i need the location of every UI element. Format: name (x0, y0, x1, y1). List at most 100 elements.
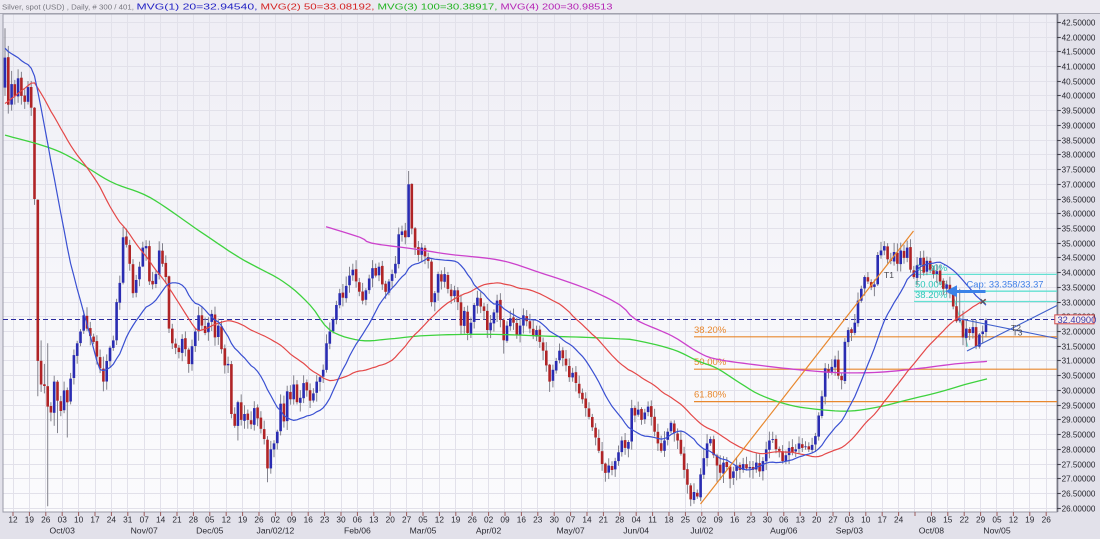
svg-text:19: 19 (238, 515, 248, 525)
svg-text:26: 26 (41, 515, 51, 525)
svg-text:26: 26 (254, 515, 264, 525)
svg-text:Jan/02/12: Jan/02/12 (257, 526, 295, 536)
svg-text:Jun/04: Jun/04 (623, 526, 649, 536)
svg-text:38.20%: 38.20% (694, 325, 727, 336)
svg-text:27: 27 (402, 515, 412, 525)
svg-text:40.50000: 40.50000 (1062, 77, 1096, 86)
svg-text:40.00000: 40.00000 (1062, 91, 1096, 100)
svg-text:42.00000: 42.00000 (1062, 33, 1096, 42)
svg-text:19: 19 (25, 515, 35, 525)
svg-text:30: 30 (550, 515, 560, 525)
svg-text:26.50000: 26.50000 (1062, 489, 1096, 498)
svg-text:24: 24 (894, 515, 904, 525)
svg-text:34.50000: 34.50000 (1062, 253, 1096, 262)
svg-text:MVG(4) 200=30.98513: MVG(4) 200=30.98513 (501, 2, 614, 11)
svg-text:33.50000: 33.50000 (1062, 283, 1096, 292)
svg-text:09: 09 (287, 515, 297, 525)
svg-text:03: 03 (58, 515, 68, 525)
svg-text:17: 17 (90, 515, 100, 525)
svg-text:20: 20 (386, 515, 396, 525)
svg-text:02: 02 (271, 515, 281, 525)
svg-text:08: 08 (927, 515, 937, 525)
svg-text:MVG(1) 20=32.94540,: MVG(1) 20=32.94540, (137, 2, 258, 11)
svg-text:31: 31 (123, 515, 133, 525)
svg-text:T2: T2 (1011, 323, 1021, 333)
svg-text:34.00000: 34.00000 (1062, 268, 1096, 277)
svg-text:05: 05 (205, 515, 215, 525)
svg-text:12: 12 (1009, 515, 1019, 525)
svg-text:14: 14 (582, 515, 592, 525)
svg-text:30.00000: 30.00000 (1062, 386, 1096, 395)
svg-text:28: 28 (615, 515, 625, 525)
svg-text:12: 12 (435, 515, 445, 525)
svg-text:Sep/03: Sep/03 (836, 526, 863, 536)
svg-text:12: 12 (8, 515, 18, 525)
svg-text:39.00000: 39.00000 (1062, 121, 1096, 130)
svg-text:25: 25 (681, 515, 691, 525)
svg-text:37.00000: 37.00000 (1062, 180, 1096, 189)
svg-text:13: 13 (796, 515, 806, 525)
svg-text:14: 14 (156, 515, 166, 525)
svg-text:18: 18 (664, 515, 674, 525)
svg-text:19: 19 (1025, 515, 1035, 525)
svg-text:23: 23 (320, 515, 330, 525)
svg-text:35.00000: 35.00000 (1062, 239, 1096, 248)
svg-text:32.40900: 32.40900 (1058, 315, 1097, 325)
svg-text:02: 02 (697, 515, 707, 525)
svg-text:26: 26 (468, 515, 478, 525)
svg-text:Silver, spot (USD) , Daily, #: Silver, spot (USD) , Daily, # 300 / 401, (2, 2, 134, 11)
svg-text:37.50000: 37.50000 (1062, 165, 1096, 174)
svg-text:11: 11 (648, 515, 657, 525)
svg-text:Nov/05: Nov/05 (983, 526, 1010, 536)
svg-text:Mar/05: Mar/05 (410, 526, 437, 536)
svg-text:09: 09 (714, 515, 724, 525)
svg-text:04: 04 (632, 515, 642, 525)
svg-text:28: 28 (189, 515, 199, 525)
svg-text:T3: T3 (1013, 328, 1023, 338)
svg-text:May/07: May/07 (557, 526, 585, 536)
svg-text:38.20%: 38.20% (915, 290, 948, 301)
svg-text:27.00000: 27.00000 (1062, 474, 1096, 483)
svg-text:13: 13 (369, 515, 379, 525)
svg-text:16: 16 (730, 515, 740, 525)
svg-text:T1: T1 (884, 270, 894, 280)
svg-text:29.00000: 29.00000 (1062, 415, 1096, 424)
svg-text:MVG(3) 100=30.38917,: MVG(3) 100=30.38917, (378, 2, 498, 11)
svg-text:20: 20 (812, 515, 822, 525)
svg-text:Apr/02: Apr/02 (476, 526, 502, 536)
svg-text:27: 27 (828, 515, 838, 525)
svg-text:15: 15 (943, 515, 953, 525)
svg-text:30: 30 (763, 515, 773, 525)
svg-text:07: 07 (140, 515, 150, 525)
svg-text:Nov/07: Nov/07 (131, 526, 158, 536)
svg-text:32.00000: 32.00000 (1062, 327, 1096, 336)
svg-text:21: 21 (599, 515, 609, 525)
svg-text:28.00000: 28.00000 (1062, 445, 1096, 454)
svg-text:42.50000: 42.50000 (1062, 18, 1096, 27)
svg-text:21: 21 (172, 515, 182, 525)
svg-text:09: 09 (500, 515, 510, 525)
svg-text:24: 24 (107, 515, 117, 525)
svg-text:10: 10 (74, 515, 84, 525)
svg-text:05: 05 (418, 515, 428, 525)
svg-text:23: 23 (533, 515, 543, 525)
svg-text:26: 26 (1042, 515, 1052, 525)
svg-text:27.50000: 27.50000 (1062, 460, 1096, 469)
svg-text:50.00%: 50.00% (694, 357, 727, 368)
svg-text:05: 05 (992, 515, 1002, 525)
svg-text:38.50000: 38.50000 (1062, 136, 1096, 145)
svg-text:28.50000: 28.50000 (1062, 430, 1096, 439)
svg-text:16: 16 (304, 515, 314, 525)
svg-text:Jul/02: Jul/02 (690, 526, 713, 536)
svg-text:06: 06 (353, 515, 363, 525)
svg-text:36.00000: 36.00000 (1062, 209, 1096, 218)
svg-text:Oct/03: Oct/03 (50, 526, 76, 536)
svg-text:26.00000: 26.00000 (1062, 504, 1096, 513)
svg-text:Cap: 33.358/33.37: Cap: 33.358/33.37 (967, 280, 1044, 291)
svg-text:41.50000: 41.50000 (1062, 47, 1096, 56)
svg-text:33.00000: 33.00000 (1062, 298, 1096, 307)
svg-text:29: 29 (976, 515, 986, 525)
svg-text:31.50000: 31.50000 (1062, 342, 1096, 351)
svg-text:23: 23 (746, 515, 756, 525)
svg-text:07: 07 (566, 515, 576, 525)
